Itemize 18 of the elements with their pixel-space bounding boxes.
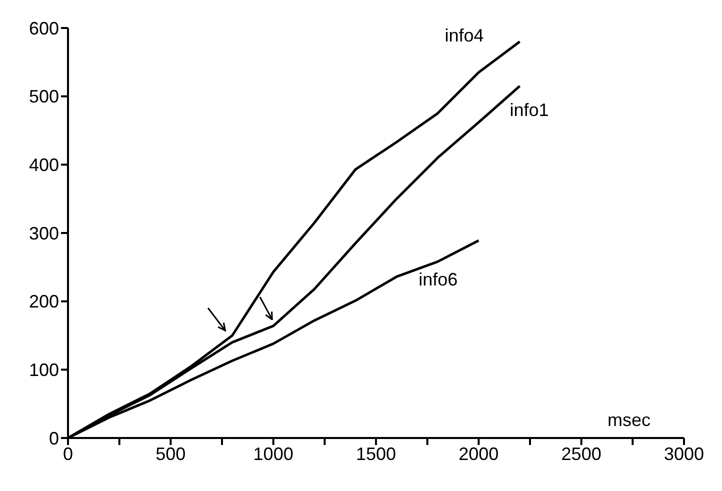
x-tick-label: 2000 <box>458 444 499 464</box>
y-tick-label: 200 <box>28 292 59 312</box>
series-label: info1 <box>510 100 549 120</box>
x-tick-label: 0 <box>62 444 74 464</box>
x-tick-label: 500 <box>156 444 186 464</box>
y-tick-label: 300 <box>28 223 59 244</box>
series-label: info4 <box>444 26 484 46</box>
y-tick-label: 400 <box>28 155 59 176</box>
series-label: info6 <box>418 270 458 290</box>
y-tick-label: 100 <box>28 360 59 380</box>
x-axis-title: msec <box>607 410 651 430</box>
x-tick-label: 3000 <box>664 444 704 464</box>
x-tick-label: 1500 <box>356 444 396 464</box>
x-tick-label: 2500 <box>561 444 602 464</box>
y-tick-label: 500 <box>28 86 59 107</box>
y-tick-label: 0 <box>48 428 59 448</box>
y-tick-label: 600 <box>28 18 59 38</box>
x-tick-label: 1000 <box>253 444 294 464</box>
